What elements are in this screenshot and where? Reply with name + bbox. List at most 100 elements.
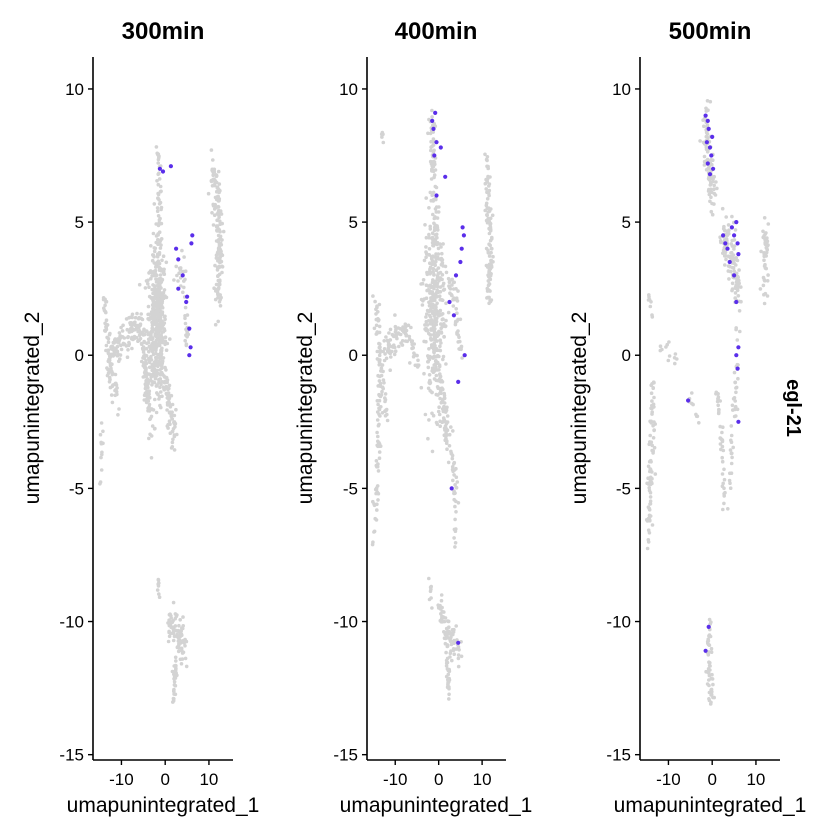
cell-point: [440, 273, 445, 277]
cell-point: [376, 310, 380, 314]
cell-point: [110, 344, 115, 349]
cell-point: [443, 632, 448, 636]
cell-point: [175, 273, 179, 278]
cell-point: [209, 148, 214, 152]
cell-point: [646, 516, 651, 521]
cell-point: [387, 350, 391, 354]
cell-point: [456, 333, 461, 337]
cell-point: [443, 641, 448, 646]
cell-point: [761, 283, 766, 288]
y-tick-label: 5: [349, 213, 358, 232]
cell-point: [113, 372, 118, 377]
cell-point: [157, 171, 161, 175]
cell-point: [645, 546, 650, 551]
cell-point: [453, 297, 457, 302]
cell-point: [485, 155, 490, 159]
cell-point: [392, 334, 396, 339]
expressing-cell-point: [168, 164, 173, 169]
cell-point: [732, 247, 736, 251]
cell-point: [176, 279, 180, 283]
x-tick-label: -10: [109, 770, 134, 789]
cell-point: [160, 366, 164, 371]
cell-point: [451, 429, 455, 433]
y-tick-label: 10: [65, 80, 84, 99]
cell-point: [648, 495, 653, 499]
cell-point: [161, 254, 166, 258]
cell-point: [452, 473, 456, 477]
cell-point: [150, 365, 154, 369]
cell-point: [711, 179, 715, 184]
cell-point: [121, 342, 126, 347]
cell-point: [407, 334, 412, 339]
cell-point: [431, 212, 435, 217]
cell-point: [169, 621, 173, 625]
cell-point: [734, 386, 738, 390]
cell-point: [422, 258, 427, 263]
feature-label: egl-21: [782, 379, 804, 437]
cell-point: [216, 210, 221, 214]
cell-point: [157, 332, 161, 337]
cell-point: [759, 249, 763, 254]
cell-point: [158, 336, 163, 340]
cell-point: [706, 642, 711, 647]
cell-point: [737, 278, 741, 283]
cell-point: [173, 612, 178, 616]
cell-point: [487, 193, 491, 198]
cell-point: [708, 668, 712, 672]
cell-point: [649, 383, 653, 388]
cell-point: [446, 636, 451, 640]
cell-point: [729, 424, 734, 428]
cell-point: [484, 263, 489, 268]
y-tick-label: 10: [339, 80, 358, 99]
expressing-cell-point: [184, 299, 189, 305]
cell-point: [379, 366, 384, 371]
cell-point: [159, 325, 163, 330]
cell-point: [724, 215, 728, 219]
cell-point: [429, 307, 433, 312]
cell-point: [110, 400, 115, 405]
cell-point: [183, 277, 187, 282]
cell-point: [440, 277, 444, 282]
cell-point: [377, 441, 381, 445]
cell-point: [217, 259, 222, 263]
cell-point: [215, 218, 219, 223]
cell-point: [707, 660, 711, 664]
cell-point: [647, 513, 652, 518]
cell-point: [723, 263, 727, 267]
cell-point: [139, 359, 144, 364]
cell-point: [447, 444, 452, 448]
cell-point: [734, 327, 738, 332]
cell-point: [134, 327, 139, 331]
cell-point: [430, 280, 435, 285]
cell-point: [428, 389, 433, 393]
cell-point: [383, 392, 388, 396]
cell-point: [408, 361, 412, 365]
cell-point: [144, 372, 149, 377]
cell-point: [449, 649, 453, 653]
cell-point: [430, 231, 435, 235]
cell-point: [733, 399, 737, 403]
cell-point: [153, 333, 158, 338]
cell-point: [432, 273, 436, 277]
cell-point: [434, 359, 438, 363]
cell-point: [448, 632, 452, 636]
panel-title: 300min: [122, 18, 205, 45]
cell-point: [424, 245, 428, 249]
cell-point: [445, 428, 450, 433]
cell-point: [119, 343, 123, 348]
expressing-cell-point: [449, 486, 454, 491]
cell-point: [215, 194, 220, 199]
cell-point: [156, 182, 161, 187]
cell-point: [721, 507, 725, 512]
cell-point: [173, 676, 178, 680]
cell-point: [146, 282, 150, 286]
cell-point: [146, 304, 151, 309]
cell-point: [156, 214, 161, 218]
cell-point: [183, 338, 187, 343]
cell-point: [157, 177, 162, 181]
x-tick-label: 0: [434, 770, 443, 789]
cell-point: [382, 347, 387, 351]
cell-point: [718, 436, 722, 440]
cell-point: [172, 448, 177, 452]
cell-point: [431, 243, 435, 248]
